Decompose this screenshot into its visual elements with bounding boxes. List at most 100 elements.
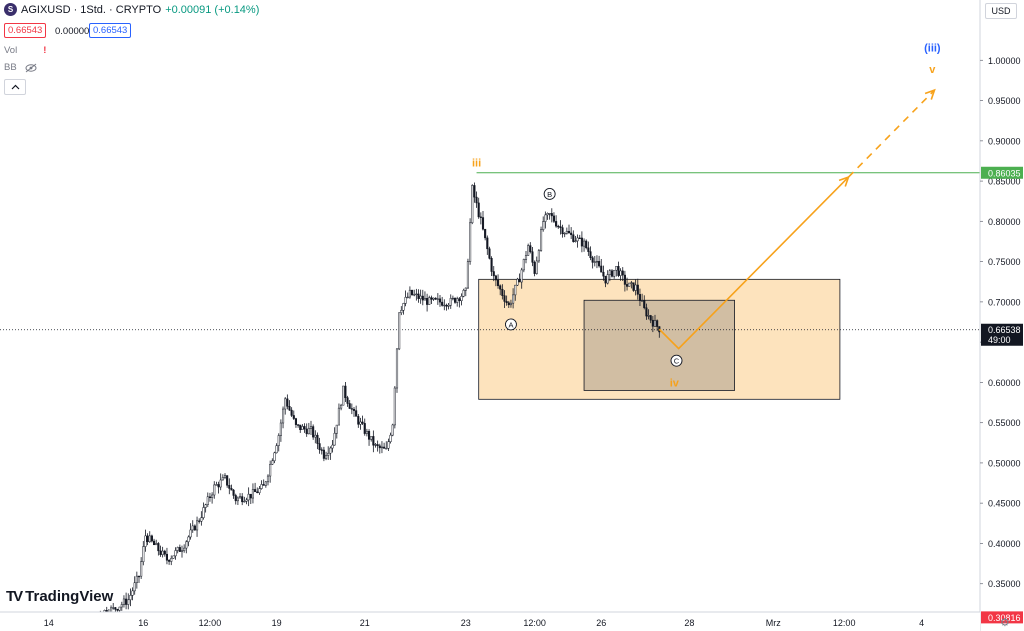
candle-body [636, 284, 639, 295]
candle-body [335, 424, 338, 434]
ask-price[interactable]: 0.66543 [89, 23, 132, 38]
candle-body [438, 298, 442, 303]
candle-body [649, 315, 652, 321]
price-change: +0.00091 (+0.14%) [165, 3, 260, 16]
candle-body [180, 550, 184, 552]
wave-circle-marker [670, 354, 683, 367]
candle-body [148, 535, 151, 543]
candle-body [583, 240, 586, 247]
candle-body [118, 606, 121, 611]
candle-body [380, 446, 383, 449]
candle-body [217, 484, 220, 488]
y-tick-label: 0.45000 [988, 499, 1021, 509]
candle-body [376, 444, 379, 447]
candle-body [473, 185, 476, 198]
volume-indicator-row[interactable]: Vol ! [4, 45, 46, 56]
candle-body [168, 560, 171, 562]
candle-body [176, 547, 179, 551]
candle-body [561, 227, 564, 235]
candle-body [284, 398, 287, 410]
candle-body [441, 301, 444, 306]
candle-body [587, 247, 590, 252]
candle-body [198, 520, 201, 522]
y-tick-label: 0.55000 [988, 418, 1021, 428]
candle-body [236, 497, 239, 502]
candle-body [208, 496, 211, 498]
candle-body [548, 213, 551, 215]
x-tick-label: 19 [272, 618, 282, 628]
candle-body [600, 265, 603, 273]
candle-body [540, 229, 543, 251]
candle-body [447, 304, 450, 307]
gear-icon[interactable]: ⚙ [1000, 617, 1010, 629]
candle-body [402, 303, 405, 311]
symbol-header: S AGIXUSD · 1Std. · CRYPTO +0.00091 (+0.… [4, 3, 259, 16]
candle-body [262, 484, 265, 486]
projection-dashed-path [847, 89, 936, 178]
candle-body [329, 447, 332, 454]
candle-body [251, 489, 254, 499]
candle-body [535, 260, 538, 274]
candle-body [524, 255, 528, 260]
candle-body [189, 529, 192, 538]
candle-body [383, 446, 386, 449]
x-tick-label: 21 [360, 618, 370, 628]
candle-body [632, 282, 635, 291]
candle-body [477, 202, 480, 218]
candle-body [550, 213, 553, 217]
chevron-up-icon[interactable] [4, 79, 26, 95]
x-tick-label: 12:00 [523, 618, 546, 628]
candle-body [183, 547, 186, 552]
watermark-text: TradingView [25, 588, 114, 605]
candle-body [204, 504, 207, 508]
candle-body [385, 448, 388, 450]
candle-body [591, 257, 594, 263]
candle-body [127, 599, 130, 605]
candle-body [638, 294, 642, 302]
candle-body [342, 385, 345, 406]
candle-body [150, 535, 153, 542]
candle-body [479, 216, 482, 218]
candle-body [122, 598, 126, 605]
candle-body [488, 248, 491, 259]
bid-price[interactable]: 0.66543 [4, 23, 47, 38]
symbol-title[interactable]: AGIXUSD · 1Std. · CRYPTO [21, 3, 162, 16]
candle-body [260, 484, 263, 489]
candle-body [196, 520, 199, 531]
candle-body [361, 421, 364, 424]
candle-body [292, 415, 295, 419]
candle-body [170, 558, 173, 562]
candle-body [497, 279, 500, 286]
candle-body [606, 274, 609, 284]
bb-indicator-row[interactable]: BB [4, 62, 37, 73]
wave-label: B [547, 190, 552, 199]
x-tick-label: 28 [684, 618, 694, 628]
candle-body [348, 403, 351, 409]
candle-body [516, 278, 519, 286]
candle-body [172, 555, 175, 559]
candle-body [471, 185, 474, 224]
candle-body [241, 496, 244, 503]
candle-body [316, 434, 319, 444]
candle-body [219, 479, 222, 488]
candle-body [544, 214, 547, 222]
warning-icon[interactable]: ! [43, 45, 47, 56]
candle-body [303, 426, 306, 430]
candle-body [163, 550, 166, 555]
bb-label: BB [4, 62, 17, 73]
candle-body [486, 237, 489, 250]
candle-body [567, 230, 571, 234]
candle-body [492, 271, 495, 277]
candle-body [507, 302, 510, 306]
spread-value: 0.00000 [55, 26, 90, 37]
candle-body [610, 270, 614, 277]
candle-body [518, 278, 521, 283]
candle-body [327, 452, 330, 456]
candle-body [537, 250, 540, 262]
eye-off-icon[interactable] [25, 63, 37, 73]
candle-body [269, 464, 272, 477]
currency-button[interactable]: USD [985, 3, 1017, 19]
y-tick-label: 0.35000 [988, 579, 1021, 589]
